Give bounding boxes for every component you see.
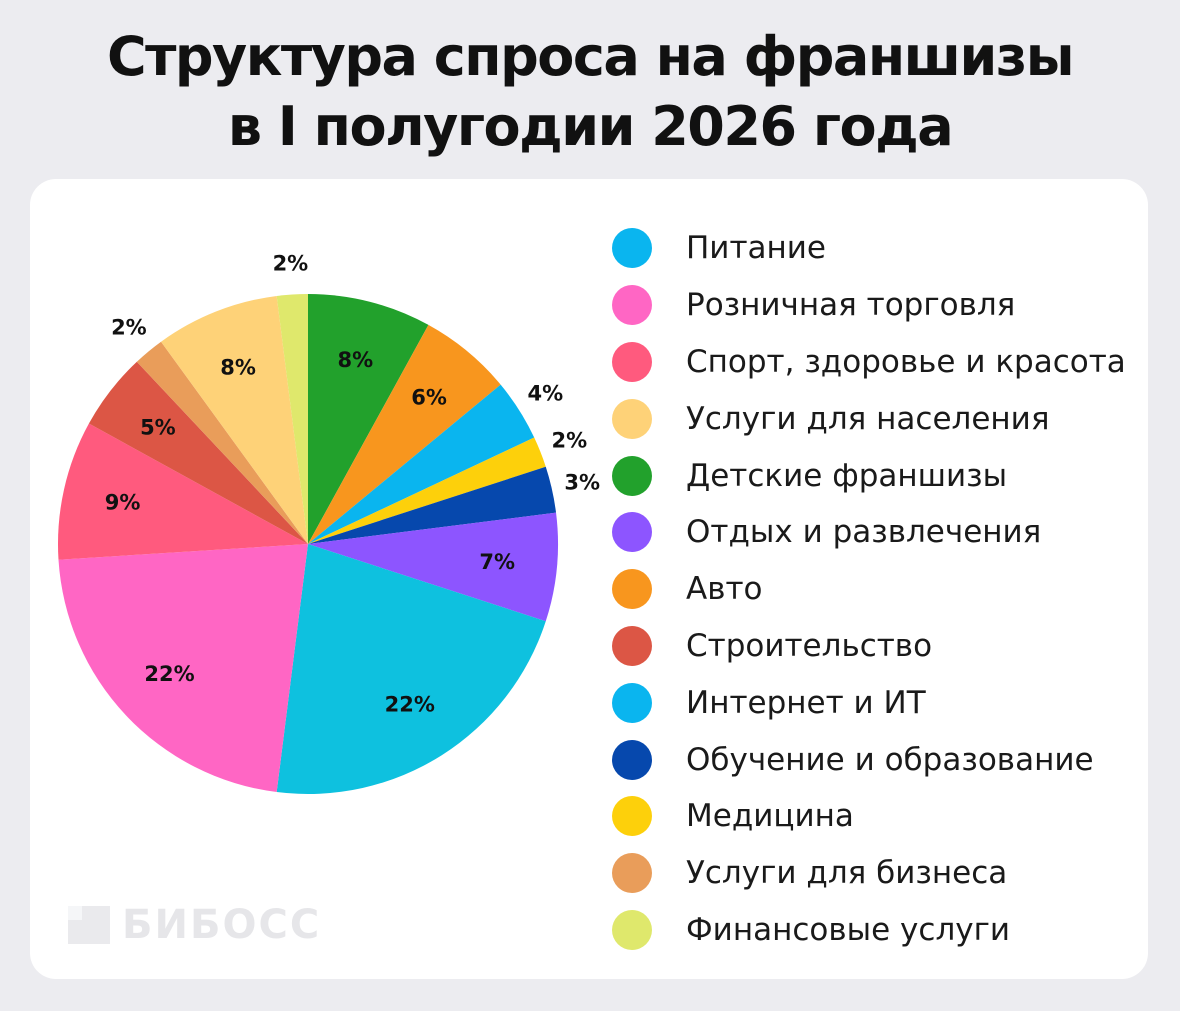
legend-item: Детские франшизы	[612, 447, 1152, 504]
pie-slice	[161, 295, 308, 544]
legend-swatch	[612, 455, 652, 496]
legend-swatch	[612, 285, 652, 326]
legend-label: Отдых и развлечения	[686, 514, 1042, 551]
chart-legend: Питание Розничная торговля Спорт, здоровье…	[612, 220, 1152, 958]
slice-data-label: 2%	[551, 429, 587, 453]
slice-data-label: 9%	[105, 491, 141, 515]
legend-swatch	[612, 569, 652, 610]
legend-label: Питание	[686, 230, 826, 267]
legend-item: Строительство	[612, 618, 1152, 675]
watermark-logo-icon	[68, 906, 110, 944]
watermark-text: БИБОСС	[122, 902, 322, 948]
slice-data-label: 8%	[337, 348, 373, 372]
legend-item: Услуги для бизнеса	[612, 845, 1152, 902]
legend-swatch	[612, 909, 652, 950]
legend-label: Обучение и образование	[686, 741, 1094, 778]
legend-label: Услуги для бизнеса	[686, 855, 1008, 892]
legend-item: Медицина	[612, 788, 1152, 845]
slice-data-label: 22%	[144, 662, 194, 686]
pie-slice	[88, 361, 308, 544]
slice-data-label: 3%	[564, 471, 600, 495]
slice-data-label: 22%	[385, 692, 435, 716]
legend-swatch	[612, 853, 652, 894]
pie-slice	[276, 294, 308, 544]
slice-data-label: 2%	[273, 252, 309, 276]
legend-label: Финансовые услуги	[686, 911, 1011, 948]
legend-label: Спорт, здоровье и красота	[686, 343, 1126, 380]
legend-item: Розничная торговля	[612, 277, 1152, 334]
legend-swatch	[612, 341, 652, 382]
legend-swatch	[612, 796, 652, 837]
legend-label: Розничная торговля	[686, 287, 1016, 324]
legend-label: Авто	[686, 571, 763, 608]
legend-swatch	[612, 739, 652, 780]
legend-item: Услуги для населения	[612, 390, 1152, 447]
watermark: БИБОСС	[68, 902, 321, 948]
pie-slice	[308, 512, 558, 622]
slice-data-label: 2%	[111, 316, 147, 340]
slice-data-label: 8%	[220, 355, 256, 379]
legend-label: Строительство	[686, 627, 933, 664]
legend-label: Медицина	[686, 798, 854, 835]
legend-swatch	[612, 512, 652, 553]
pie-slice	[308, 294, 429, 544]
pie-slice	[276, 544, 546, 795]
chart-title: Структура спроса на франшизы в I полугод…	[0, 22, 1180, 162]
legend-item: Спорт, здоровье и красота	[612, 334, 1152, 391]
chart-title-line-2: в I полугодии 2026 года	[227, 95, 954, 158]
pie-slice	[308, 437, 546, 544]
legend-swatch	[612, 625, 652, 666]
slice-data-label: 7%	[479, 550, 515, 574]
pie-slice	[308, 384, 535, 544]
legend-swatch	[612, 228, 652, 269]
legend-swatch	[612, 682, 652, 723]
legend-item: Обучение и образование	[612, 731, 1152, 788]
pie-slice	[58, 544, 308, 793]
legend-swatch	[612, 398, 652, 439]
pie-slice	[136, 341, 308, 544]
legend-label: Детские франшизы	[686, 457, 1008, 494]
legend-label: Интернет и ИТ	[686, 684, 926, 721]
pie-slice	[57, 423, 308, 560]
legend-item: Интернет и ИТ	[612, 674, 1152, 731]
legend-item: Авто	[612, 561, 1152, 618]
legend-label: Услуги для населения	[686, 400, 1050, 437]
legend-item: Отдых и развлечения	[612, 504, 1152, 561]
chart-title-line-1: Структура спроса на франшизы	[106, 25, 1075, 88]
legend-item: Питание	[612, 220, 1152, 277]
pie-slice	[308, 466, 557, 544]
pie-slice	[308, 324, 501, 544]
slice-data-label: 5%	[140, 416, 176, 440]
slice-data-label: 6%	[411, 386, 447, 410]
slice-data-label: 4%	[527, 381, 563, 405]
legend-item: Финансовые услуги	[612, 902, 1152, 959]
